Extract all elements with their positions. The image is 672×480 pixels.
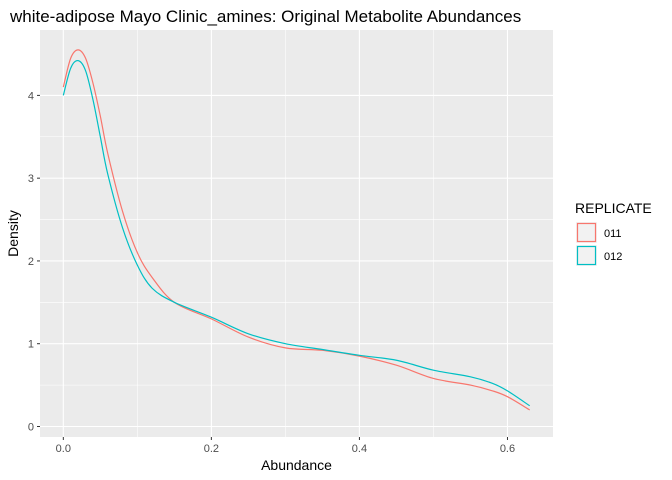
legend-key-bg bbox=[576, 245, 597, 266]
series-line-011 bbox=[62, 49, 530, 411]
legend-label-012: 012 bbox=[604, 251, 622, 263]
y-tick-label: 0 bbox=[28, 421, 34, 433]
y-axis-title: Density bbox=[5, 210, 21, 257]
series-line-012 bbox=[62, 59, 531, 407]
y-tick-label: 4 bbox=[28, 90, 34, 102]
legend-key-011 bbox=[576, 222, 597, 243]
legend-title: REPLICATE bbox=[575, 200, 652, 216]
plot-panel bbox=[40, 30, 553, 437]
x-axis-title: Abundance bbox=[261, 457, 332, 473]
legend-items: 011 012 bbox=[576, 222, 622, 266]
y-tick-label: 1 bbox=[28, 339, 34, 351]
legend-label-011: 011 bbox=[604, 228, 622, 240]
legend-key-012 bbox=[576, 245, 597, 266]
x-tick-label: 0.4 bbox=[352, 443, 367, 455]
x-tick-label: 0.2 bbox=[204, 443, 219, 455]
y-axis-ticks: 0 1 2 3 4 bbox=[28, 90, 40, 433]
chart-title: white-adipose Mayo Clinic_amines: Origin… bbox=[9, 7, 521, 26]
grid-major bbox=[40, 30, 553, 437]
legend: REPLICATE 011 012 bbox=[575, 200, 652, 266]
legend-key-bg bbox=[576, 222, 597, 243]
series-lines bbox=[62, 49, 531, 411]
x-axis-ticks: 0.0 0.2 0.4 0.6 bbox=[56, 437, 515, 455]
y-tick-label: 2 bbox=[28, 256, 34, 268]
x-tick-label: 0.0 bbox=[56, 443, 71, 455]
x-tick-label: 0.6 bbox=[500, 443, 515, 455]
y-tick-label: 3 bbox=[28, 173, 34, 185]
